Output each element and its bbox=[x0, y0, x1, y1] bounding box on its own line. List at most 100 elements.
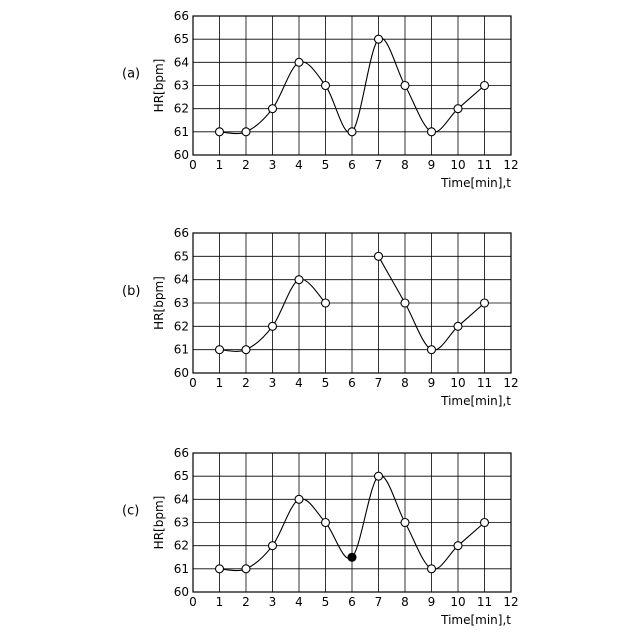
data-point-filled bbox=[348, 553, 356, 561]
y-tick-label: 66 bbox=[174, 446, 189, 460]
x-tick-label: 1 bbox=[216, 158, 224, 172]
data-point bbox=[242, 346, 250, 354]
x-tick-label: 12 bbox=[503, 158, 518, 172]
data-point bbox=[375, 472, 383, 480]
x-tick-label: 6 bbox=[348, 158, 356, 172]
x-tick-label: 8 bbox=[401, 158, 409, 172]
data-point bbox=[481, 519, 489, 527]
y-tick-label: 66 bbox=[174, 9, 189, 23]
x-tick-label: 10 bbox=[450, 595, 465, 609]
y-axis-label: HR[bpm] bbox=[152, 276, 166, 330]
x-tick-label: 8 bbox=[401, 376, 409, 390]
y-tick-label: 60 bbox=[174, 148, 189, 162]
data-point bbox=[322, 299, 330, 307]
data-point bbox=[295, 495, 303, 503]
data-point bbox=[348, 128, 356, 136]
panel-label: (c) bbox=[122, 504, 139, 519]
y-tick-label: 62 bbox=[174, 319, 189, 333]
y-tick-label: 63 bbox=[174, 516, 189, 530]
data-point bbox=[216, 128, 224, 136]
y-tick-label: 64 bbox=[174, 492, 189, 506]
panel-label: (b) bbox=[122, 284, 140, 299]
x-tick-label: 5 bbox=[322, 376, 330, 390]
y-tick-label: 66 bbox=[174, 226, 189, 240]
y-tick-label: 61 bbox=[174, 343, 189, 357]
x-tick-label: 12 bbox=[503, 595, 518, 609]
data-point bbox=[216, 565, 224, 573]
y-tick-label: 63 bbox=[174, 296, 189, 310]
data-point bbox=[428, 346, 436, 354]
data-point bbox=[454, 542, 462, 550]
y-tick-label: 65 bbox=[174, 469, 189, 483]
x-tick-label: 11 bbox=[477, 376, 492, 390]
y-tick-label: 61 bbox=[174, 562, 189, 576]
x-tick-label: 9 bbox=[428, 158, 436, 172]
data-point bbox=[269, 322, 277, 330]
x-axis-label: Time[min],t bbox=[440, 394, 511, 408]
panel-label: (a) bbox=[122, 67, 140, 82]
x-tick-label: 2 bbox=[242, 158, 250, 172]
y-tick-label: 65 bbox=[174, 249, 189, 263]
y-tick-label: 60 bbox=[174, 585, 189, 599]
y-axis-label: HR[bpm] bbox=[152, 496, 166, 550]
data-point bbox=[375, 252, 383, 260]
y-tick-label: 63 bbox=[174, 79, 189, 93]
data-point bbox=[242, 128, 250, 136]
data-point bbox=[454, 322, 462, 330]
x-tick-label: 3 bbox=[269, 158, 277, 172]
data-point bbox=[242, 565, 250, 573]
data-point bbox=[454, 105, 462, 113]
y-axis-label: HR[bpm] bbox=[152, 59, 166, 113]
y-tick-label: 62 bbox=[174, 102, 189, 116]
x-axis-label: Time[min],t bbox=[440, 176, 511, 190]
data-point bbox=[401, 519, 409, 527]
x-tick-label: 8 bbox=[401, 595, 409, 609]
x-tick-label: 5 bbox=[322, 595, 330, 609]
x-tick-label: 0 bbox=[189, 158, 197, 172]
data-point bbox=[216, 346, 224, 354]
data-point bbox=[401, 299, 409, 307]
data-point bbox=[428, 128, 436, 136]
data-point bbox=[481, 82, 489, 90]
x-tick-label: 2 bbox=[242, 595, 250, 609]
x-tick-label: 7 bbox=[375, 376, 383, 390]
data-point bbox=[269, 105, 277, 113]
data-point bbox=[295, 58, 303, 66]
x-tick-label: 11 bbox=[477, 595, 492, 609]
data-point bbox=[322, 82, 330, 90]
x-tick-label: 3 bbox=[269, 376, 277, 390]
x-tick-label: 2 bbox=[242, 376, 250, 390]
x-tick-label: 1 bbox=[216, 376, 224, 390]
x-tick-label: 4 bbox=[295, 158, 303, 172]
y-tick-label: 62 bbox=[174, 539, 189, 553]
x-tick-label: 9 bbox=[428, 595, 436, 609]
y-tick-label: 65 bbox=[174, 32, 189, 46]
x-axis-label: Time[min],t bbox=[440, 613, 511, 627]
x-tick-label: 1 bbox=[216, 595, 224, 609]
data-point bbox=[481, 299, 489, 307]
x-tick-label: 4 bbox=[295, 595, 303, 609]
data-point bbox=[322, 519, 330, 527]
x-tick-label: 7 bbox=[375, 158, 383, 172]
y-tick-label: 60 bbox=[174, 366, 189, 380]
x-tick-label: 5 bbox=[322, 158, 330, 172]
data-point bbox=[375, 35, 383, 43]
data-point bbox=[269, 542, 277, 550]
x-tick-label: 10 bbox=[450, 376, 465, 390]
chart-panel-b: 012345678910111260616263646566Time[min],… bbox=[122, 226, 519, 408]
y-tick-label: 64 bbox=[174, 273, 189, 287]
x-tick-label: 9 bbox=[428, 376, 436, 390]
x-tick-label: 11 bbox=[477, 158, 492, 172]
data-point bbox=[401, 82, 409, 90]
x-tick-label: 4 bbox=[295, 376, 303, 390]
x-tick-label: 7 bbox=[375, 595, 383, 609]
data-point bbox=[295, 276, 303, 284]
x-tick-label: 6 bbox=[348, 595, 356, 609]
x-tick-label: 10 bbox=[450, 158, 465, 172]
x-tick-label: 6 bbox=[348, 376, 356, 390]
data-point bbox=[428, 565, 436, 573]
chart-panel-c: 012345678910111260616263646566Time[min],… bbox=[122, 446, 519, 627]
x-tick-label: 12 bbox=[503, 376, 518, 390]
y-tick-label: 61 bbox=[174, 125, 189, 139]
